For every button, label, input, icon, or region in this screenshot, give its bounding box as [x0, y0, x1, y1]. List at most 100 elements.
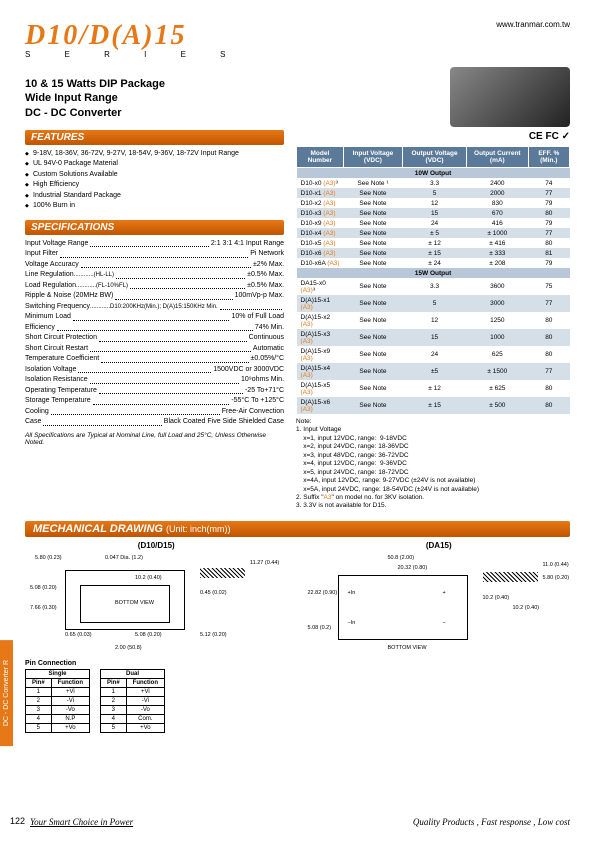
dim-label: 5.08 (0.20) [30, 585, 57, 591]
feature-item: High Efficiency [25, 180, 284, 191]
table-cell: 3.3 [403, 278, 467, 295]
table-cell: ± 12 [403, 238, 467, 248]
table-cell: 5 [403, 295, 467, 312]
dim-label: 11.0 (0.44) [543, 562, 569, 568]
side-category-label: DC - DC Converter R [0, 640, 13, 746]
feature-item: Industrial Standard Package [25, 191, 284, 202]
d10-drawing: BOTTOM VIEW 5.80 (0.23) 0.047 Dia. (1.2)… [25, 550, 288, 660]
spec-row: Temperature Coefficient±0.05%/°C [25, 354, 284, 365]
table-cell: DA15-x0 (A3)³ [297, 278, 344, 295]
table-cell: 830 [467, 198, 529, 208]
table-row: D10-x3 (A3)See Note1567080 [297, 208, 570, 218]
table-cell: 3000 [467, 295, 529, 312]
table-cell: 416 [467, 218, 529, 228]
table-cell: See Note [343, 228, 402, 238]
subtitle-line: Wide Input Range [25, 91, 284, 105]
spec-row: Input Voltage Range2:1 3:1 4:1 Input Ran… [25, 239, 284, 250]
table-cell: 77 [528, 228, 569, 238]
table-cell: ± 1000 [467, 228, 529, 238]
table-cell: 24 [403, 218, 467, 228]
table-cell: ± 12 [403, 380, 467, 397]
table-cell: See Note [343, 397, 402, 414]
spec-row: Isolation Resistance10⁹ohms Min. [25, 375, 284, 386]
table-row: D(A)15-x9 (A3)See Note2462580 [297, 346, 570, 363]
subtitle-line: 10 & 15 Watts DIP Package [25, 77, 284, 91]
table-cell: 77 [528, 363, 569, 380]
spec-row: Line Regulation............(HL-LL)±0.5% … [25, 270, 284, 281]
feature-item: UL 94V-0 Package Material [25, 159, 284, 170]
pin-connection-label: Pin Connection [25, 660, 288, 667]
table-header: Output Current (mA) [467, 147, 529, 168]
table-cell: 625 [467, 346, 529, 363]
table-row: D10-x6A (A3)See Note± 24± 20879 [297, 258, 570, 268]
table-cell: 79 [528, 218, 569, 228]
table-cell: ± 416 [467, 238, 529, 248]
table-cell: See Note [343, 329, 402, 346]
table-cell: 12 [403, 198, 467, 208]
table-cell: 80 [528, 380, 569, 397]
product-title: D10/D(A)15 [25, 20, 570, 52]
table-cell: See Note [343, 238, 402, 248]
subtitle: 10 & 15 Watts DIP Package Wide Input Ran… [25, 77, 284, 120]
table-cell: 80 [528, 238, 569, 248]
specs-header: SPECIFICATIONS [25, 220, 284, 235]
table-cell: ± 24 [403, 258, 467, 268]
spec-row: Input FilterPi Network [25, 249, 284, 260]
table-cell: See Note [343, 380, 402, 397]
dim-label: 5.12 (0.20) [200, 632, 227, 638]
table-cell: D10-x1 (A3) [297, 188, 344, 198]
table-cell: See Note [343, 295, 402, 312]
table-cell: 80 [528, 312, 569, 329]
spec-row: Load Regulation............(FL-10%FL)±0.… [25, 281, 284, 292]
dim-label: 50.8 (2.00) [388, 555, 415, 561]
spec-row: CaseBlack Coated Five Side Shielded Case [25, 417, 284, 428]
dim-label: 5.80 (0.23) [35, 555, 62, 561]
table-cell: See Note [343, 346, 402, 363]
slogan-left: Your Smart Choice in Power [30, 817, 133, 827]
pin-row: 3-Vo [26, 705, 90, 714]
table-cell: 15 [403, 329, 467, 346]
table-cell: See Note [343, 248, 402, 258]
d10-drawing-title: (D10/D15) [25, 541, 288, 550]
table-cell: 24 [403, 346, 467, 363]
pin-row: 4Com. [101, 714, 165, 723]
table-notes: Note:1. Input Voltage x=1, input 12VDC, … [296, 418, 570, 511]
dim-label: 0.047 Dia. (1.2) [105, 555, 143, 561]
table-cell: 1250 [467, 312, 529, 329]
spec-row: Ripple & Noise (20MHz BW)100mVp-p Max. [25, 291, 284, 302]
table-row: D10-x0 (A3)³See Note ¹3.3240074 [297, 178, 570, 188]
table-cell: See Note [343, 258, 402, 268]
table-cell: See Note ¹ [343, 178, 402, 188]
dim-label: 5.80 (0.20) [543, 575, 570, 581]
table-section-header: 15W Output [297, 268, 570, 278]
product-image [450, 67, 570, 127]
table-cell: D(A)15-x4 (A3) [297, 363, 344, 380]
table-cell: See Note [343, 363, 402, 380]
pin-row: 1+Vi [101, 687, 165, 696]
dim-label: 10.2 (0.40) [513, 605, 540, 611]
table-cell: See Note [343, 312, 402, 329]
features-list: 9-18V, 18-36V, 36-72V, 9-27V, 18-54V, 9-… [25, 149, 284, 212]
table-cell: 2400 [467, 178, 529, 188]
certifications: CE FC ✓ [296, 131, 570, 142]
dim-label: 11.27 (0.44) [250, 560, 279, 566]
table-cell: 15 [403, 208, 467, 218]
table-section-header: 10W Output [297, 168, 570, 179]
feature-item: 100% Burn in [25, 201, 284, 212]
pin-row: 4N.P [26, 714, 90, 723]
dim-label: 5.08 (0.20) [135, 632, 162, 638]
table-cell: D10-x6 (A3) [297, 248, 344, 258]
da15-drawing: BOTTOM VIEW 50.8 (2.00) 20.32 (0.80) 22.… [308, 550, 571, 660]
table-cell: D(A)15-x3 (A3) [297, 329, 344, 346]
page-number: 122 [10, 816, 25, 826]
table-row: DA15-x0 (A3)³See Note3.3360075 [297, 278, 570, 295]
dim-label: 0.65 (0.03) [65, 632, 92, 638]
table-row: D(A)15-x6 (A3)See Note± 15± 50080 [297, 397, 570, 414]
table-row: D(A)15-x2 (A3)See Note12125080 [297, 312, 570, 329]
table-header: Input Voltage (VDC) [343, 147, 402, 168]
dim-label: 2.00 (50.8) [115, 645, 142, 651]
spec-row: Switching Frequency............D10:200KH… [25, 302, 284, 313]
table-cell: ±5 [403, 363, 467, 380]
table-cell: See Note [343, 278, 402, 295]
table-cell: See Note [343, 188, 402, 198]
